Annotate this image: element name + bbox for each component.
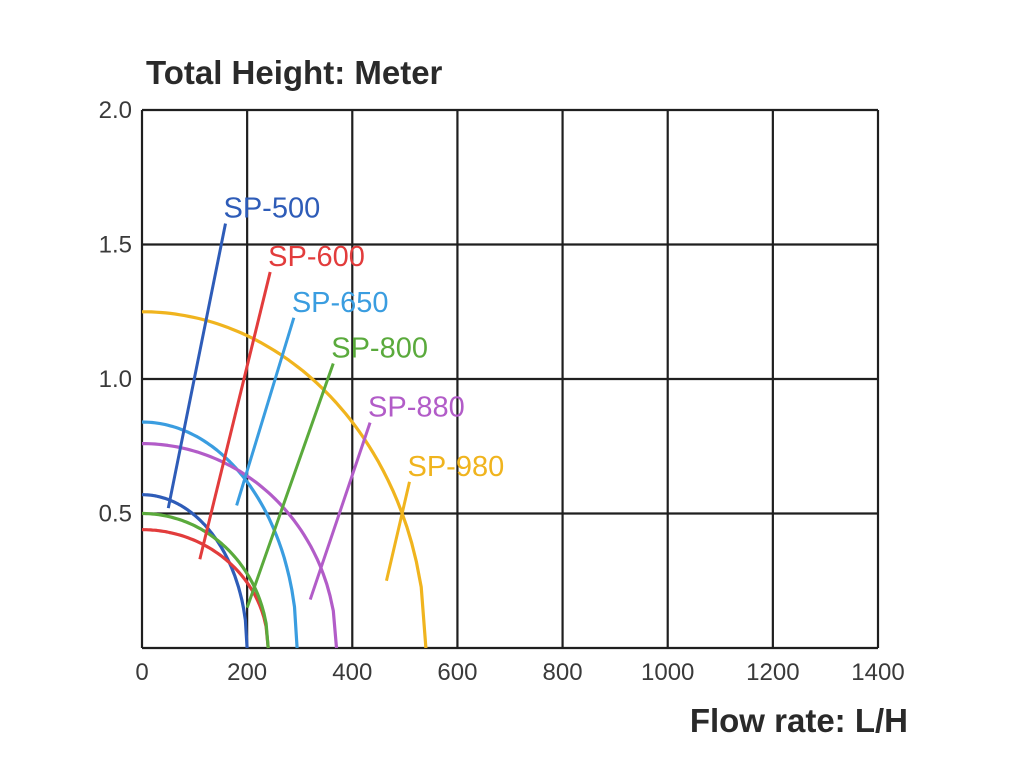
x-tick-label: 0	[135, 659, 148, 686]
curve-sp-650	[141, 420, 299, 649]
series-label-sp-980: SP-980	[407, 451, 504, 483]
curve-sp-500	[142, 493, 249, 649]
leader-sp-500	[166, 223, 227, 509]
curve-sp-980	[142, 310, 428, 649]
series-label-sp-600: SP-600	[268, 241, 365, 273]
y-axis-title: Total Height: Meter	[146, 54, 443, 91]
y-tick-label: 1.0	[99, 366, 132, 393]
series-label-sp-800: SP-800	[331, 332, 428, 364]
leader-sp-600	[198, 271, 272, 560]
series-labels: SP-500 SP-600 SP-650 SP-800 SP-880 SP-980	[223, 193, 504, 483]
curve-sp-880	[142, 442, 339, 649]
x-tick-label: 1000	[641, 659, 694, 686]
y-tick-label: 1.5	[99, 232, 132, 259]
x-tick-label: 600	[437, 659, 477, 686]
x-tick-label: 200	[227, 659, 267, 686]
series-label-sp-880: SP-880	[368, 392, 465, 424]
leader-sp-650	[235, 317, 296, 506]
x-tick-label: 1400	[851, 659, 904, 686]
x-tick-label: 1200	[746, 659, 799, 686]
series-label-sp-650: SP-650	[292, 287, 389, 319]
x-tick-label: 400	[332, 659, 372, 686]
tick-labels: 0 200 400 600 800 1000 1200 1400 0.5 1.0 1.5 2.0	[99, 97, 905, 686]
curve-sp-600	[141, 528, 270, 649]
leader-sp-980	[384, 481, 411, 582]
series-label-sp-500: SP-500	[223, 193, 320, 225]
grid	[140, 108, 880, 650]
y-tick-label: 0.5	[99, 501, 132, 528]
x-tick-label: 800	[543, 659, 583, 686]
leader-sp-880	[308, 422, 372, 601]
label-leader-lines	[166, 223, 411, 609]
y-tick-label: 2.0	[99, 97, 132, 124]
x-axis-title: Flow rate: L/H	[690, 702, 908, 739]
leader-sp-800	[245, 362, 335, 609]
